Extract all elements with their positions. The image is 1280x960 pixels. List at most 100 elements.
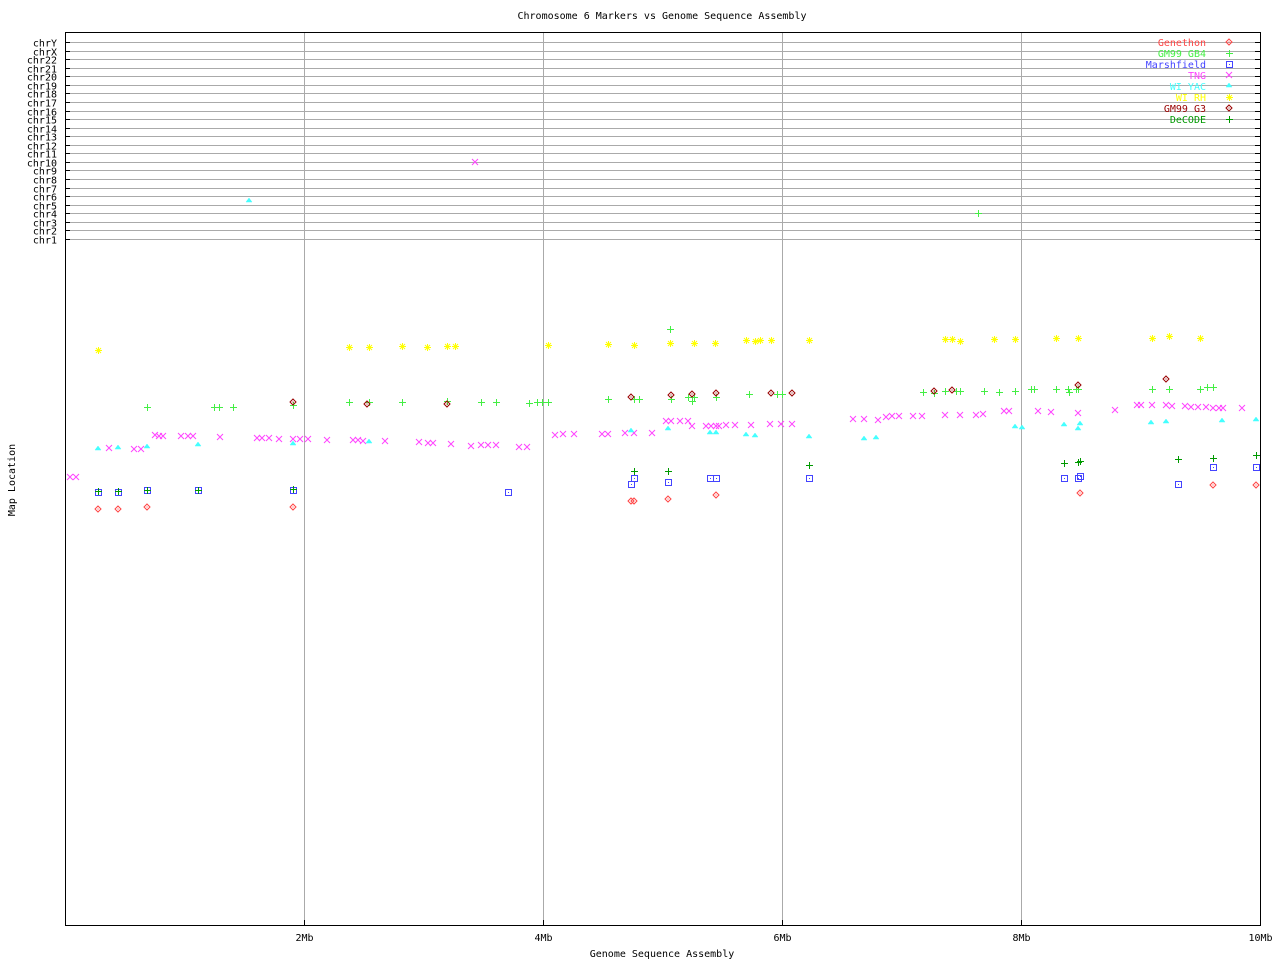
chromosome-label: chr6: [33, 193, 57, 204]
data-point: [1061, 475, 1068, 482]
cross-marker: [849, 415, 857, 423]
data-point: [1187, 403, 1195, 411]
triangle-marker: [1011, 423, 1019, 429]
cross-marker: [777, 420, 785, 428]
series-gm99-g3: [289, 375, 1170, 408]
data-point: [665, 479, 672, 486]
legend-marker: [1225, 38, 1233, 46]
diamond-marker: [630, 497, 638, 505]
star-marker: [605, 341, 612, 348]
data-point: [664, 495, 672, 503]
plus-marker: [1066, 389, 1073, 396]
cross-marker: [484, 441, 492, 449]
diamond-center: [715, 392, 717, 394]
cross-marker: [979, 410, 987, 418]
diamond-marker: [688, 390, 696, 398]
data-point: [1074, 425, 1082, 431]
data-point: [1060, 421, 1068, 427]
data-point: [366, 344, 373, 351]
data-point: [712, 422, 720, 430]
triangle-marker: [1147, 419, 1155, 425]
x-axis-label: Genome Sequence Assembly: [590, 949, 735, 960]
data-point: [1210, 384, 1217, 391]
cross-marker: [349, 436, 357, 444]
cross-marker: [956, 411, 964, 419]
data-point: [664, 425, 672, 431]
data-point: [66, 473, 74, 481]
diamond-center: [670, 394, 672, 396]
data-point: [742, 431, 750, 437]
plus-marker: [1012, 388, 1019, 395]
data-point: [1147, 419, 1155, 425]
data-point: [712, 429, 720, 435]
square-marker: [628, 481, 635, 488]
legend-marker: [1225, 82, 1233, 88]
data-point: [1194, 403, 1202, 411]
diamond-center: [366, 403, 368, 405]
square-center: [809, 478, 810, 479]
data-point: [1066, 389, 1073, 396]
data-point: [1076, 489, 1084, 497]
data-point: [363, 400, 371, 408]
data-point: [151, 431, 159, 439]
data-point: [143, 443, 151, 449]
diamond-marker: [712, 389, 720, 397]
legend-label: DeCODE: [1170, 115, 1206, 126]
data-point: [296, 435, 304, 443]
cross-marker: [570, 430, 578, 438]
cross-marker: [424, 439, 432, 447]
square-marker: [1075, 475, 1082, 482]
data-point: [956, 411, 964, 419]
cross-marker: [1238, 404, 1246, 412]
data-point: [323, 436, 331, 444]
diamond-marker: [1252, 481, 1260, 489]
diamond-marker: [1225, 104, 1233, 112]
data-point: [452, 343, 459, 350]
square-marker: [1175, 481, 1182, 488]
cross-marker: [1034, 407, 1042, 415]
data-point: [1219, 404, 1227, 412]
series-marshfield: [95, 464, 1260, 496]
cross-marker: [731, 421, 739, 429]
plus-marker: [493, 399, 500, 406]
grid: chrYchrXchr22chr21chr20chr19chr18chr17ch…: [27, 32, 1273, 944]
data-point: [706, 429, 714, 435]
data-point: [972, 411, 980, 419]
diamond-center: [1079, 492, 1081, 494]
cross-marker: [895, 412, 903, 420]
cross-marker: [477, 441, 485, 449]
cross-marker: [684, 417, 692, 425]
diamond-center: [791, 392, 793, 394]
data-point: [545, 342, 552, 349]
cross-marker: [189, 432, 197, 440]
chromosome-label: chr11: [27, 150, 57, 161]
data-point: [1000, 407, 1008, 415]
data-point: [137, 445, 145, 453]
legend-label: GM99 GB4: [1158, 49, 1206, 60]
data-point: [627, 427, 635, 433]
cross-marker: [874, 416, 882, 424]
data-point: [688, 390, 696, 398]
data-point: [707, 422, 715, 430]
data-point: [1162, 375, 1170, 383]
cross-marker: [662, 417, 670, 425]
plus-marker: [290, 402, 297, 409]
cross-marker: [1181, 402, 1189, 410]
data-point: [399, 343, 406, 350]
star-marker: [366, 344, 373, 351]
diamond-marker: [289, 398, 297, 406]
diamond-marker: [1225, 38, 1233, 46]
data-point: [1111, 406, 1119, 414]
plus-marker: [685, 394, 692, 401]
x-tick-label: 2Mb: [295, 933, 313, 944]
data-point: [1053, 335, 1060, 342]
chromosome-label: chr5: [33, 202, 57, 213]
data-point: [648, 429, 656, 437]
data-point: [523, 443, 531, 451]
data-point: [1011, 423, 1019, 429]
star-marker: [95, 347, 102, 354]
cross-marker: [258, 434, 266, 442]
data-point: [957, 388, 964, 395]
data-point: [684, 417, 692, 425]
cross-marker: [688, 422, 696, 430]
